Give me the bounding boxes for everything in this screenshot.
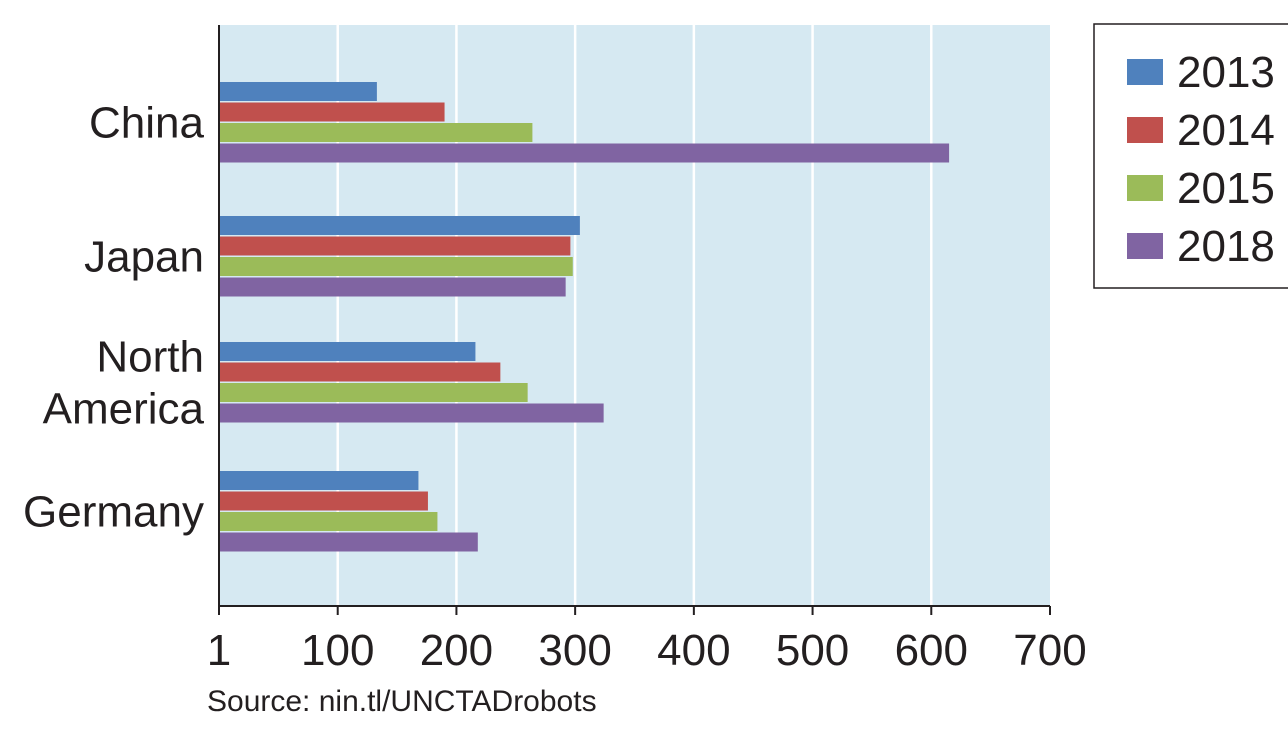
bar [219, 471, 419, 490]
source-note: Source: nin.tl/UNCTADrobots [207, 685, 597, 718]
x-tick-label: 300 [538, 626, 611, 675]
bar [219, 236, 571, 256]
bar [219, 362, 501, 382]
legend: 2013 2014 2015 2018 [1093, 23, 1288, 289]
bar [219, 532, 478, 552]
bar [219, 403, 604, 423]
x-tick-label: 500 [776, 626, 849, 675]
category-label: Germany [23, 487, 204, 536]
x-axis-ticks: 1 100 200 300 400 500 600 700 [207, 606, 1087, 675]
bar [219, 512, 438, 531]
legend-label: 2014 [1177, 106, 1275, 155]
bar [219, 342, 476, 361]
gridlines [336, 25, 933, 606]
x-tick-label: 400 [657, 626, 730, 675]
bar [219, 123, 533, 142]
category-label: North [96, 332, 204, 381]
x-tick-label: 1 [207, 626, 231, 675]
x-tick-label: 100 [301, 626, 374, 675]
category-label: America [43, 384, 205, 433]
bar [219, 277, 566, 297]
legend-label: 2013 [1177, 48, 1275, 97]
category-label: China [89, 98, 204, 147]
legend-swatch [1127, 175, 1163, 201]
x-tick-label: 200 [420, 626, 493, 675]
legend-label: 2018 [1177, 222, 1275, 271]
bar [219, 143, 950, 163]
bar [219, 257, 573, 276]
bar [219, 82, 377, 101]
bar [219, 102, 445, 122]
legend-swatch [1127, 59, 1163, 85]
x-tick-label: 700 [1013, 626, 1086, 675]
bars [219, 82, 950, 552]
legend-swatch [1127, 233, 1163, 259]
legend-label: 2015 [1177, 164, 1275, 213]
bar [219, 216, 580, 235]
bar [219, 491, 428, 511]
category-label: Japan [84, 232, 204, 281]
x-tick-label: 600 [895, 626, 968, 675]
bar [219, 383, 528, 402]
legend-swatch [1127, 117, 1163, 143]
legend-box [1093, 23, 1288, 289]
